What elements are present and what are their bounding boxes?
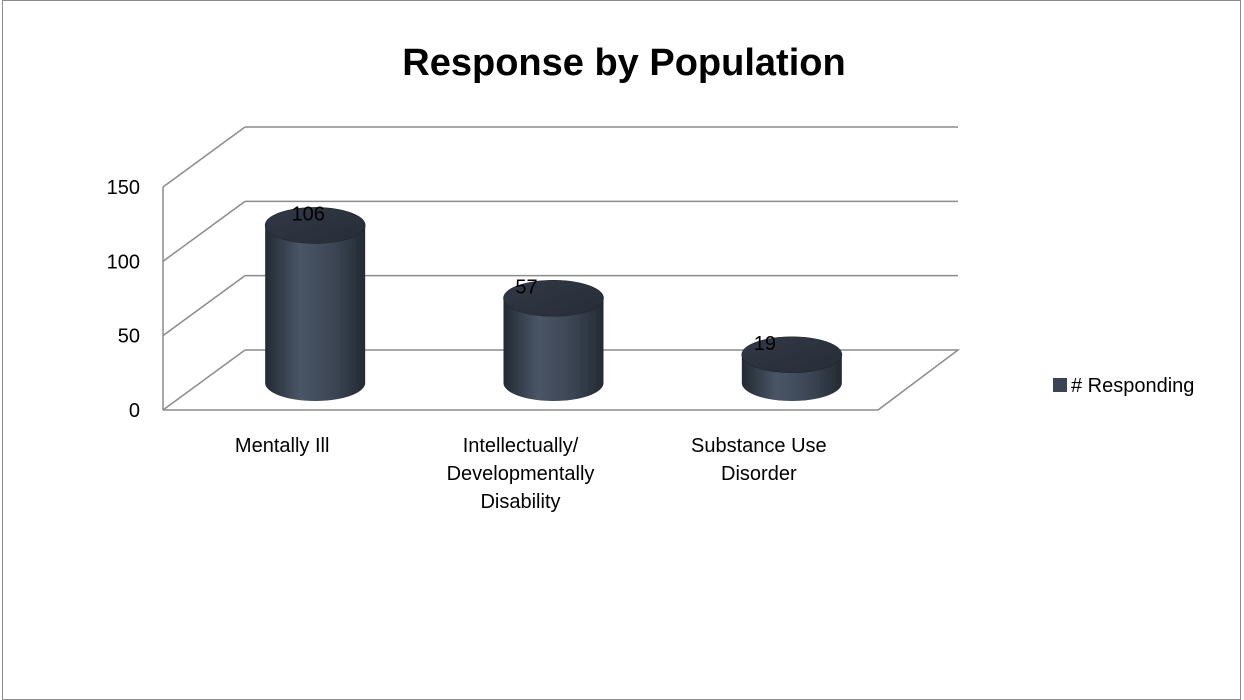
y-axis-ticks: 0 50 100 150: [107, 177, 140, 422]
bar: [741, 336, 843, 401]
gridline-diag: [162, 126, 246, 188]
category-label: Mentally Ill: [235, 435, 329, 457]
bar-body: [503, 298, 604, 401]
gridline-diag: [162, 200, 246, 262]
x-axis-categories: Mentally Ill Intellectually/Developmental…: [235, 435, 827, 513]
bars: [264, 207, 843, 401]
gridline-diag: [162, 349, 246, 411]
bar-cap: [264, 207, 366, 244]
y-tick-label: 100: [107, 251, 140, 273]
bar-cap: [503, 279, 604, 317]
chart-area: Response by Population 0 50 100 150 106 57 19…: [107, 42, 1195, 513]
bar: [264, 207, 366, 401]
legend: # Responding: [1053, 375, 1194, 397]
data-labels: 106 57 19: [291, 203, 775, 354]
data-label: 57: [515, 276, 537, 298]
bar-cap: [741, 336, 843, 374]
category-label: Intellectually/Developmentally Disability: [447, 435, 595, 513]
gridline-diag: [162, 275, 246, 337]
legend-swatch: [1053, 378, 1067, 392]
y-tick-label: 150: [107, 177, 140, 199]
y-tick-label: 0: [129, 400, 140, 422]
legend-label: # Responding: [1071, 375, 1194, 397]
category-label: Substance Use Disorder: [691, 435, 827, 485]
data-label: 19: [754, 333, 776, 355]
y-tick-label: 50: [118, 326, 140, 348]
data-label: 106: [291, 203, 324, 225]
bar-body: [265, 225, 366, 401]
chart-title: Response by Population: [402, 42, 845, 84]
bar: [503, 279, 604, 401]
gridlines: [162, 126, 961, 411]
